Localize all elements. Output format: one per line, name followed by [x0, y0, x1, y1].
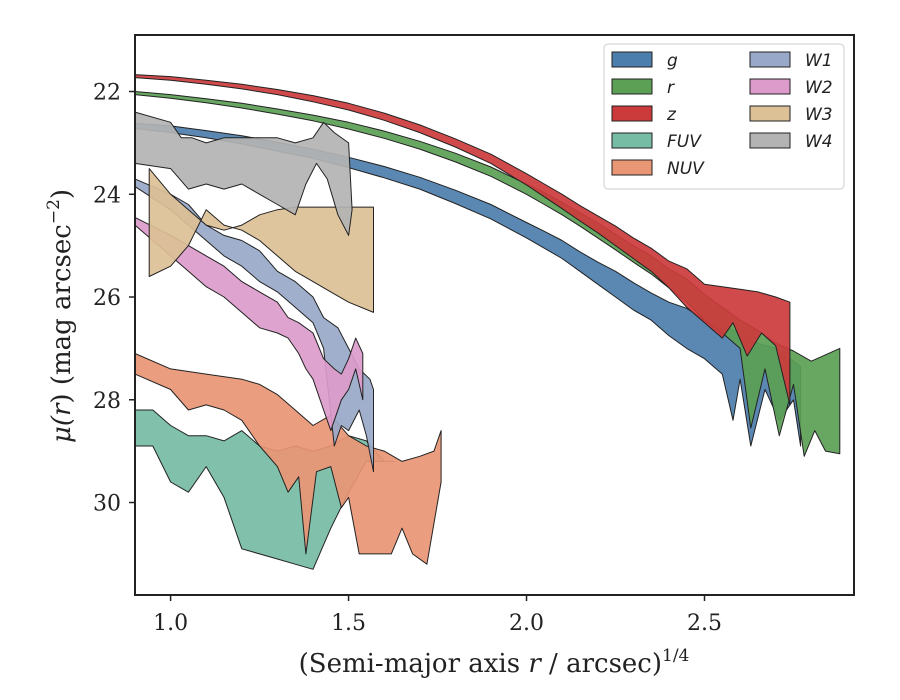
y-tick-label: 24 — [93, 183, 121, 208]
legend-label-w2: W2 — [805, 78, 833, 98]
data-bands — [134, 74, 841, 570]
band-w2 — [134, 216, 364, 432]
legend-label-w3: W3 — [805, 105, 833, 125]
band-r — [134, 91, 841, 457]
legend-swatch-fuv — [611, 132, 653, 149]
band-g — [134, 122, 802, 447]
x-tick-label: 1.5 — [331, 611, 366, 636]
band-nuv — [134, 353, 442, 565]
legend-label-w4: W4 — [805, 132, 833, 152]
legend-label-z: z — [666, 105, 677, 125]
legend-swatch-z — [611, 105, 653, 122]
y-axis-ticks: 22 24 26 28 30 — [93, 81, 135, 517]
x-tick-label: 2.5 — [687, 611, 722, 636]
y-tick-label: 28 — [93, 389, 121, 414]
x-axis-ticks: 1.0 1.5 2.0 2.5 — [153, 595, 722, 636]
legend-label-r: r — [667, 78, 675, 98]
band-w4 — [134, 111, 353, 236]
legend: grz FUV NUV W1 W2 W3 W4 — [603, 43, 845, 190]
legend-swatch-r — [611, 78, 653, 95]
legend-swatch-w2 — [749, 78, 791, 95]
y-axis-label: μ(r) (mag arcsec−2) — [44, 189, 77, 443]
y-tick-label: 26 — [93, 286, 121, 311]
legend-swatch-w3 — [749, 105, 791, 122]
legend-label-g: g — [667, 51, 678, 71]
legend-swatch-w1 — [749, 51, 791, 68]
band-z — [134, 74, 791, 406]
x-tick-label: 2.0 — [509, 611, 544, 636]
y-tick-label: 22 — [93, 81, 121, 106]
y-tick-label: 30 — [93, 492, 121, 517]
band-w3 — [148, 168, 374, 313]
legend-label-nuv: NUV — [667, 159, 705, 179]
legend-swatch-g — [611, 51, 653, 68]
legend-swatch-nuv — [611, 159, 653, 176]
legend-swatch-w4 — [749, 132, 791, 149]
x-axis-label: (Semi-major axis r / arcsec)1/4 — [299, 646, 690, 679]
legend-label-w1: W1 — [805, 51, 833, 71]
plot-frame — [134, 34, 855, 596]
x-tick-label: 1.0 — [153, 611, 188, 636]
band-w1 — [134, 178, 374, 473]
legend-label-fuv: FUV — [667, 132, 702, 152]
